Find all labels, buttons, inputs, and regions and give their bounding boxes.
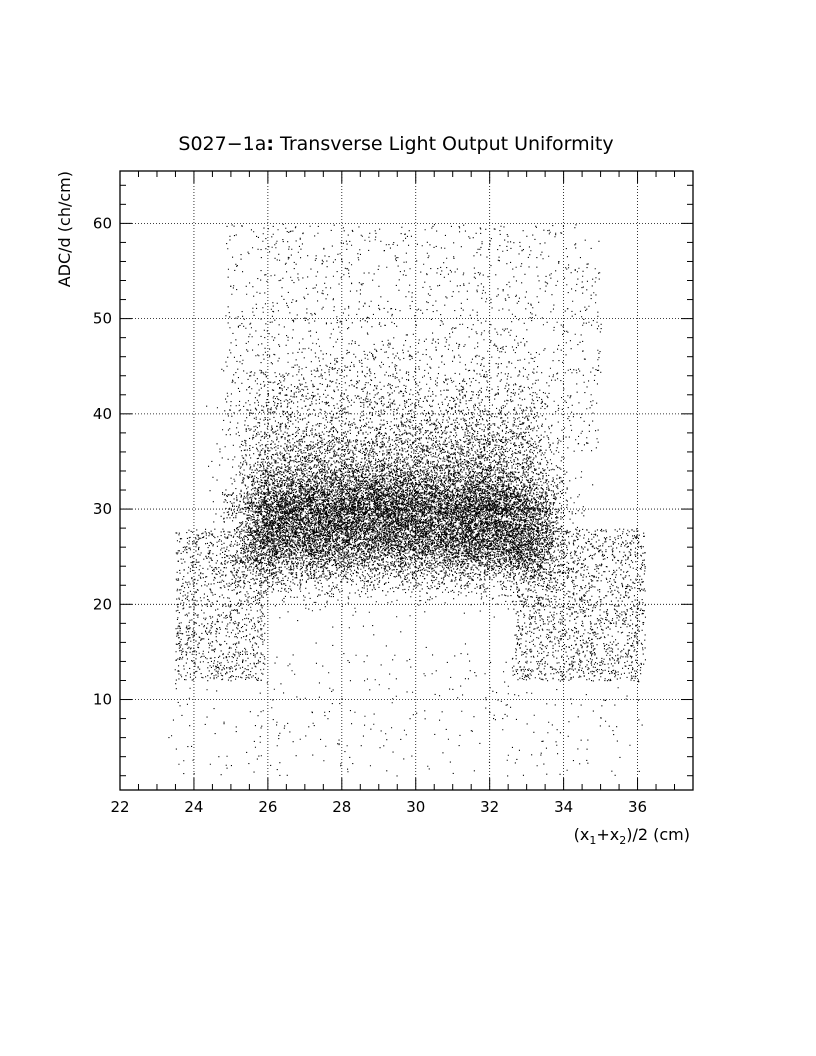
x-tick-label: 26 <box>258 798 277 816</box>
y-tick-label: 50 <box>93 310 112 328</box>
plot-frame <box>119 170 694 791</box>
y-tick-label: 20 <box>93 595 112 613</box>
data-point-cluster <box>172 226 644 767</box>
data-point-cluster <box>175 224 646 767</box>
y-tick-label: 30 <box>93 500 112 518</box>
x-tick-label: 30 <box>406 798 425 816</box>
tick-labels: 22 24 26 28 30 32 34 36 10 20 30 40 50 60 <box>93 214 647 816</box>
x-axis-label: (x1+x2)/2 (cm) <box>574 825 690 847</box>
axis-ticks <box>119 171 694 790</box>
y-tick-label: 10 <box>93 691 112 709</box>
x-tick-label: 36 <box>628 798 647 816</box>
data-point-cluster <box>178 227 646 767</box>
x-tick-label: 28 <box>332 798 351 816</box>
chart-title: S027−1a: Transverse Light Output Uniform… <box>178 133 613 155</box>
data-point-cluster <box>176 229 643 776</box>
data-point-cluster <box>175 223 645 765</box>
x-tick-label: 24 <box>184 798 203 816</box>
y-axis-label: ADC/d (ch/cm) <box>55 171 74 287</box>
y-tick-label: 40 <box>93 405 112 423</box>
x-tick-label: 32 <box>480 798 499 816</box>
data-point-cluster <box>171 225 644 777</box>
y-tick-label: 60 <box>93 214 112 232</box>
data-points <box>168 223 646 777</box>
data-point-cluster <box>179 224 643 759</box>
data-point-cluster <box>175 227 646 735</box>
x-tick-label: 22 <box>110 798 129 816</box>
x-tick-label: 34 <box>554 798 573 816</box>
